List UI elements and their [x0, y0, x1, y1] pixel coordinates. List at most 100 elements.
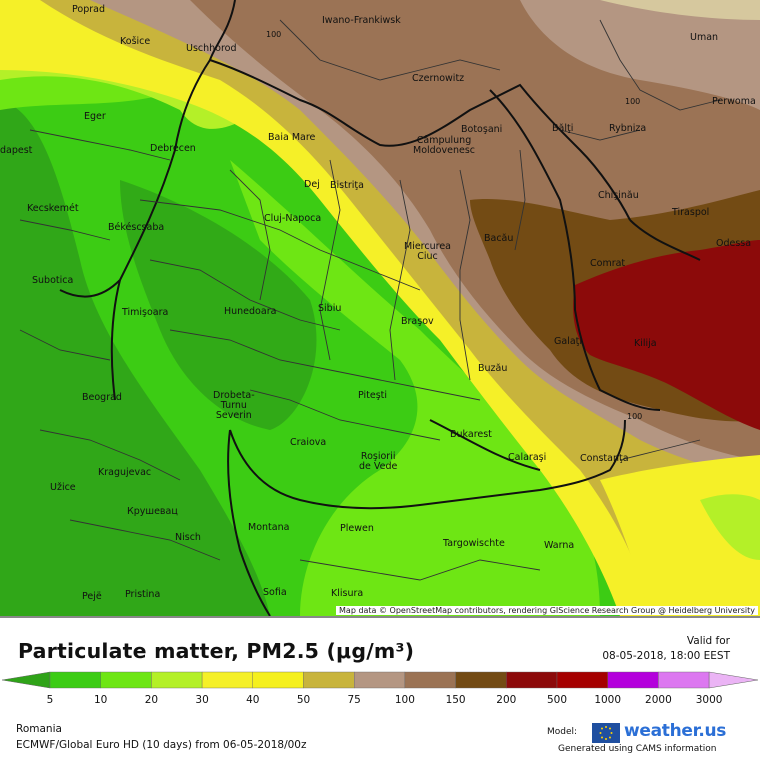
city-label: Subotica	[32, 275, 74, 286]
city-label: Calaraşi	[508, 452, 547, 463]
scale-tick-label: 75	[347, 694, 361, 706]
scale-swatch	[607, 671, 659, 689]
scale-tick-label: 200	[496, 694, 517, 706]
city-label: Braşov	[401, 316, 434, 327]
scale-swatch	[658, 671, 710, 689]
scale-tick-label: 3000	[695, 694, 723, 706]
scale-tick-label: 2000	[645, 694, 672, 706]
city-label: Constanţa	[580, 453, 629, 464]
city-label: Galaţi	[554, 336, 583, 347]
region-name: Romania	[16, 723, 62, 735]
city-label: Hunedoara	[224, 306, 277, 317]
scale-tick-label: 10	[94, 694, 108, 706]
scale-swatch	[303, 671, 355, 689]
city-label: Eger	[84, 111, 106, 122]
scale-swatch	[556, 671, 608, 689]
valid-time-box: Valid for 08-05-2018, 18:00 EEST	[602, 634, 730, 664]
divider	[0, 616, 760, 618]
city-label: Miercurea Ciuc	[404, 241, 451, 262]
scale-swatch	[455, 671, 507, 689]
city-label: Baia Mare	[268, 132, 316, 143]
scale-swatch	[506, 671, 558, 689]
scale-swatch	[49, 671, 101, 689]
city-label: Bălţi	[552, 123, 574, 134]
contour-label: 100	[627, 412, 643, 421]
valid-time: 08-05-2018, 18:00 EEST	[602, 650, 730, 662]
city-label: Craiova	[290, 437, 327, 448]
city-label: Pejë	[82, 591, 102, 602]
city-label: Klisura	[331, 588, 364, 599]
scale-tick-label: 150	[445, 694, 466, 706]
city-label: Plewen	[340, 523, 374, 534]
scale-swatch	[354, 671, 406, 689]
scale-swatch	[404, 671, 456, 689]
eu-flag-icon	[592, 723, 620, 743]
scale-tick-label: 1000	[594, 694, 622, 706]
pm25-field	[0, 0, 760, 616]
city-label: Debrecen	[150, 143, 196, 154]
city-label: Câmpulung Moldovenesc	[413, 135, 475, 156]
scale-tick-label: 40	[246, 694, 260, 706]
valid-label: Valid for	[686, 635, 730, 647]
generated-note: Generated using CAMS information	[558, 744, 717, 754]
scale-arrow-high	[708, 671, 759, 689]
city-label: Крушевац	[127, 506, 178, 517]
city-label: Piteşti	[358, 390, 388, 401]
city-label: Kilija	[634, 338, 657, 349]
city-label: Bacău	[484, 233, 514, 244]
scale-arrow-low	[1, 671, 51, 689]
color-scale	[0, 670, 760, 690]
city-label: Dej	[304, 179, 320, 190]
city-label: Rybniza	[609, 123, 647, 134]
city-label: Užice	[50, 482, 76, 493]
city-label: Cluj-Napoca	[264, 213, 322, 224]
city-label: Poprad	[72, 4, 105, 15]
city-label: Odessa	[716, 238, 752, 249]
scale-swatch	[201, 671, 254, 689]
scale-swatch	[100, 671, 152, 689]
city-label: Targowischte	[443, 538, 505, 549]
city-label: Sofia	[263, 587, 287, 598]
city-label: Buzău	[478, 363, 508, 374]
city-label: Czernowitz	[412, 73, 465, 84]
city-label: Montana	[248, 522, 290, 533]
city-label: Comrat	[590, 258, 626, 269]
weather-us-logo[interactable]: weather.us	[592, 721, 732, 745]
city-label: Drobeta- Turnu Severin	[213, 390, 255, 421]
pm25-map[interactable]: 100 100 100 Poprad Košice Uschhorod Iwano-F…	[0, 0, 760, 616]
city-label: Chişinău	[598, 190, 639, 201]
scale-tick-label: 5	[46, 694, 54, 706]
city-label: Roşiorii de Vede	[359, 451, 398, 472]
city-label: Košice	[120, 36, 151, 47]
city-label: Kragujevac	[98, 467, 152, 478]
city-label: Warna	[544, 540, 575, 551]
model-info: ECMWF/Global Euro HD (10 days) from 06-0…	[16, 739, 307, 751]
city-label: Uman	[690, 32, 719, 43]
contour-label: 100	[266, 30, 282, 39]
city-label: Nisch	[175, 532, 201, 543]
city-label: Tiraspol	[672, 207, 710, 218]
legend-title: Particulate matter, PM2.5 (μg/m³)	[18, 639, 415, 663]
color-scale-bar	[1, 671, 759, 689]
city-label: Perwoma	[712, 96, 756, 107]
city-label: Iwano-Frankiwsk	[322, 15, 401, 26]
city-label: dapest	[0, 145, 33, 156]
scale-tick-label: 100	[394, 694, 415, 706]
scale-tick-label: 20	[144, 694, 159, 706]
scale-swatch	[151, 671, 203, 689]
city-label: Sibiu	[318, 303, 342, 314]
model-label: Model:	[547, 727, 578, 737]
scale-tick-label: 500	[546, 694, 568, 706]
city-label: Pristina	[125, 589, 161, 600]
city-label: Kecskemét	[27, 203, 79, 214]
color-scale-ticks: 5 10 20 30 40 50 75 100 150 200 500 1000 2000 3000	[0, 694, 760, 708]
city-label: Bukarest	[450, 429, 492, 440]
scale-swatch	[252, 671, 304, 689]
map-attribution[interactable]: Map data © OpenStreetMap contributors, r…	[336, 606, 758, 615]
city-label: Beograd	[82, 392, 122, 403]
city-label: Timişoara	[122, 307, 169, 318]
brand-name: weather.us	[624, 721, 727, 741]
scale-tick-label: 50	[296, 694, 311, 706]
scale-tick-label: 30	[195, 694, 209, 706]
city-label: Békéscsaba	[108, 222, 165, 233]
